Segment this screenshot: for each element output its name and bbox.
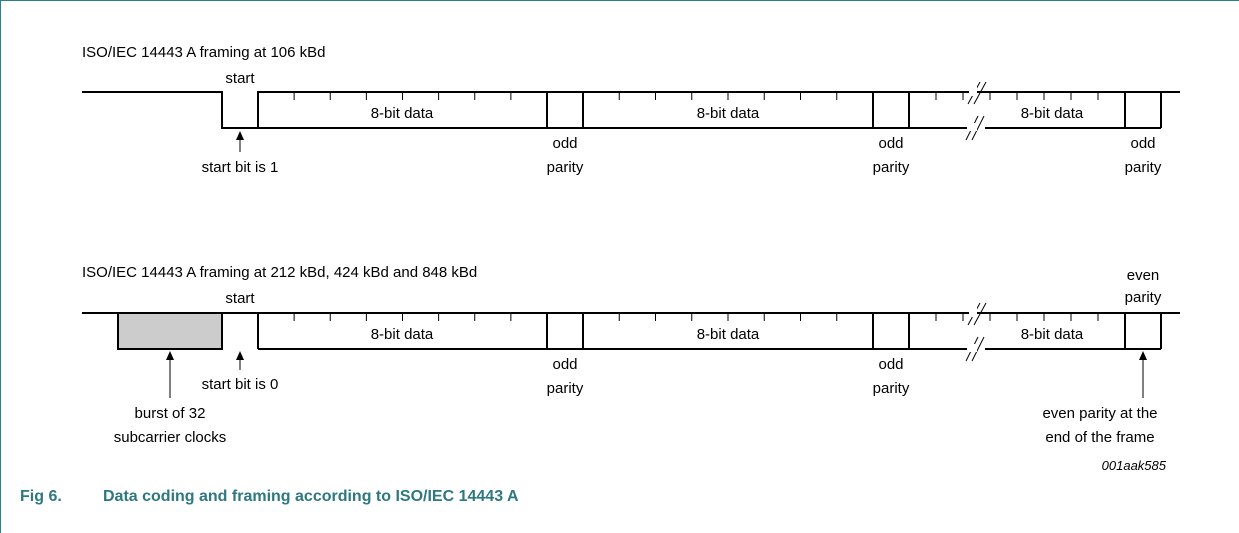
row1-start-label: start <box>225 70 255 87</box>
figure-title: Data coding and framing according to ISO… <box>103 488 519 505</box>
row2-even-parity-label: parity <box>1125 289 1162 306</box>
row2-start-bit-arrow <box>236 351 244 370</box>
row2-odd-label-2: odd <box>878 356 903 373</box>
row2-dividers <box>546 313 1162 349</box>
row1-parity-label-1: parity <box>547 159 584 176</box>
row1-title: ISO/IEC 14443 A framing at 106 kBd <box>82 44 325 61</box>
row1-framing: ISO/IEC 14443 A framing at 106 kBd start <box>82 44 1180 176</box>
row2-odd-label-1: odd <box>552 356 577 373</box>
row1-break-mark <box>965 81 987 141</box>
row1-parity-label-3: parity <box>1125 159 1162 176</box>
row2-even-note-line1: even parity at the <box>1042 405 1157 422</box>
row1-bit-ticks <box>293 92 1099 100</box>
row2-framing: ISO/IEC 14443 A framing at 212 kBd, 424 … <box>82 264 1180 446</box>
row2-even-note-line2: end of the frame <box>1045 429 1154 446</box>
row1-parity-label-2: parity <box>873 159 910 176</box>
row2-bit-ticks <box>293 313 1099 321</box>
row1-odd-label-1: odd <box>552 135 577 152</box>
row1-waveform <box>82 91 1180 129</box>
row2-break-mark <box>965 302 987 362</box>
row2-burst-note-line2: subcarrier clocks <box>114 429 227 446</box>
row2-start-label: start <box>225 290 255 307</box>
row2-even-parity-arrow <box>1139 351 1147 398</box>
row2-burst-block <box>117 312 223 350</box>
row2-data-label-2: 8-bit data <box>697 326 760 343</box>
row2-parity-label-2: parity <box>873 380 910 397</box>
row2-burst-arrow <box>166 351 174 398</box>
row2-parity-label-1: parity <box>547 380 584 397</box>
row2-start-bit-note: start bit is 0 <box>202 376 279 393</box>
row2-data-label-3: 8-bit data <box>1021 326 1084 343</box>
row1-start-bit-note: start bit is 1 <box>202 159 279 176</box>
row2-burst-note-line1: burst of 32 <box>135 405 206 422</box>
row1-dividers <box>546 92 1162 128</box>
figure-number: Fig 6. <box>20 488 62 505</box>
row2-waveform <box>82 312 1180 349</box>
figure-caption: Fig 6. Data coding and framing according … <box>20 488 519 506</box>
row1-data-label-3: 8-bit data <box>1021 105 1084 122</box>
row1-start-bit-arrow <box>236 131 244 152</box>
row1-data-label-1: 8-bit data <box>371 105 434 122</box>
row1-odd-label-2: odd <box>878 135 903 152</box>
row2-title: ISO/IEC 14443 A framing at 212 kBd, 424 … <box>82 264 477 281</box>
row1-data-label-2: 8-bit data <box>697 105 760 122</box>
row2-data-label-1: 8-bit data <box>371 326 434 343</box>
row2-even-label: even <box>1127 267 1160 284</box>
row1-odd-label-3: odd <box>1130 135 1155 152</box>
figure-tag: 001aak585 <box>1102 458 1167 473</box>
